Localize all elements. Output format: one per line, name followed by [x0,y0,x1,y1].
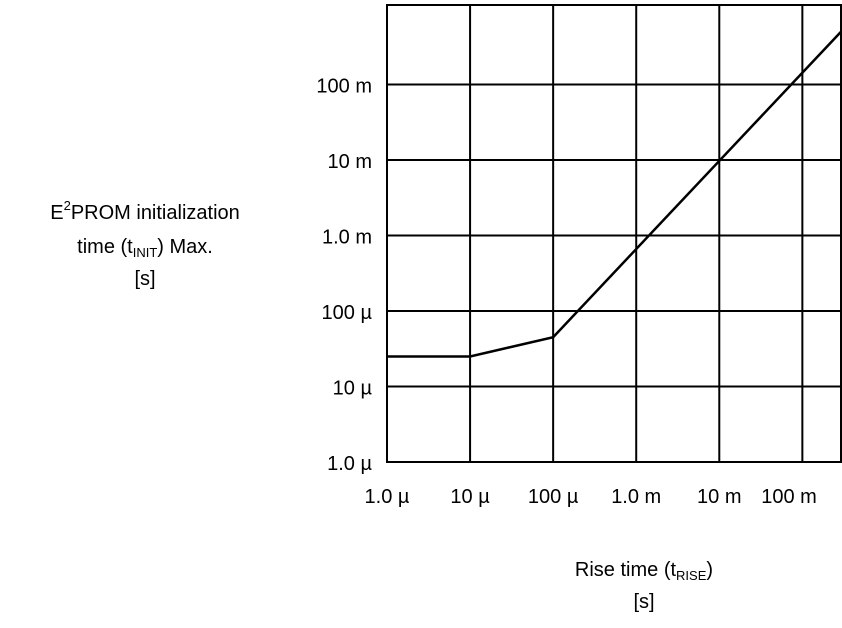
x-axis-label-line-2: [s] [633,591,654,613]
series-layer [387,30,842,358]
x-tick-label: 1.0 m [611,486,661,508]
y-tick-label: 1.0 m [322,227,372,249]
y-axis-label-line-1: E2PROM initialization [50,198,240,224]
y-tick-labels: 1.0 µ 10 µ 100 µ 1.0 m 10 m 100 m [316,76,372,476]
y-axis-label-line-3: [s] [134,268,155,290]
plot-area-frame [386,4,842,463]
x-tick-label: 100 µ [528,486,579,508]
chart-grid [387,5,841,462]
x-tick-labels: 1.0 µ 10 µ 100 µ 1.0 m 10 m 100 m [365,486,817,508]
x-axis-label: Rise time (tRISE) [s] [575,559,713,613]
y-axis-label-line-2: time (tINIT) Max. [77,236,213,260]
x-tick-label: 1.0 µ [365,486,410,508]
y-tick-label: 10 m [328,151,372,173]
x-tick-label: 100 m [761,486,817,508]
x-tick-label: 10 m [697,486,741,508]
series-line [387,30,842,358]
y-tick-label: 100 µ [322,302,373,324]
x-tick-label: 10 µ [450,486,490,508]
y-tick-label: 100 m [316,76,372,98]
y-tick-label: 10 µ [333,378,373,400]
y-tick-label: 1.0 µ [327,453,372,475]
y-axis-label: E2PROM initialization time (tINIT) Max. … [50,198,240,290]
x-axis-label-line-1: Rise time (tRISE) [575,559,713,583]
